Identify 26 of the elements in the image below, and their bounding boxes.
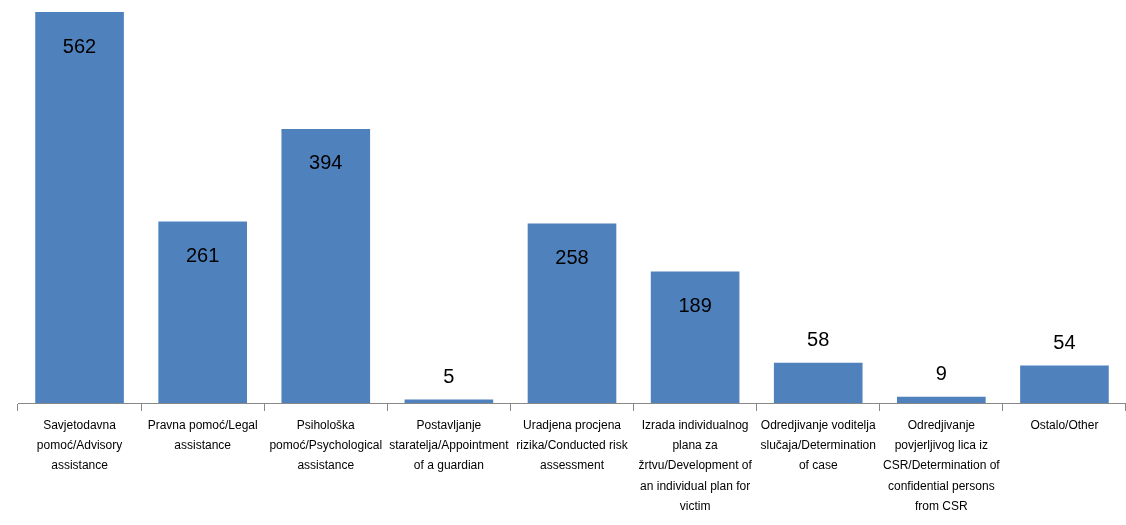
x-tick-label: Uradjena procjena rizika/Conducted risk assessment	[516, 417, 629, 473]
data-label: 261	[185, 243, 220, 266]
bar	[158, 221, 247, 403]
data-label: 394	[309, 151, 343, 174]
x-tick-label: Odredjivanje povjerljivog lica iz CSR/Determination of confidential persons from CSR	[882, 417, 1001, 514]
data-label: 9	[935, 362, 947, 385]
bar	[281, 128, 371, 403]
x-tick-label: Izrada individualnog plana za žrtvu/Development of an individual plan for victim	[638, 417, 753, 514]
bar	[773, 362, 863, 403]
x-tick-label: Odredjivanje voditelja slučaja/Determination of case	[760, 417, 876, 473]
x-tick-label: Ostalo/Other	[1030, 417, 1099, 432]
bar	[527, 223, 617, 403]
data-label: 258	[555, 246, 589, 269]
x-tick-label: Psihološka pomoć/Psychological assistance	[269, 417, 383, 473]
data-label: 562	[62, 34, 97, 57]
bar	[650, 271, 740, 403]
data-label: 189	[678, 294, 712, 317]
data-label: 58	[807, 328, 830, 351]
bar	[897, 396, 986, 403]
data-label: 54	[1053, 330, 1076, 353]
x-tick-label: Postavljanje staratelja/Appointment of a guardian	[389, 417, 510, 473]
bar	[35, 12, 124, 403]
x-tick-label: Pravna pomoć/Legal assistance	[147, 417, 258, 452]
data-label: 5	[443, 365, 455, 388]
x-tick-label: Savjetodavna pomoć/Advisory assistance	[36, 417, 123, 473]
bar	[1020, 365, 1109, 403]
